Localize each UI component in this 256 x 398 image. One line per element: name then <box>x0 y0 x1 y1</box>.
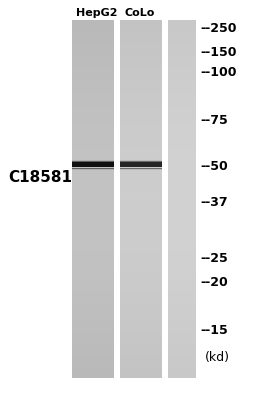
Text: --15: --15 <box>200 324 228 336</box>
Text: --20: --20 <box>200 275 228 289</box>
Text: --150: --150 <box>200 45 237 59</box>
Text: --37: --37 <box>200 195 228 209</box>
Text: --25: --25 <box>200 252 228 265</box>
Text: --75: --75 <box>200 113 228 127</box>
Text: (kd): (kd) <box>205 351 230 365</box>
Text: C18581: C18581 <box>8 170 72 185</box>
Text: --50: --50 <box>200 160 228 172</box>
Text: HepG2: HepG2 <box>76 8 118 18</box>
Text: --100: --100 <box>200 66 237 80</box>
Text: CoLo: CoLo <box>125 8 155 18</box>
Text: --250: --250 <box>200 21 237 35</box>
